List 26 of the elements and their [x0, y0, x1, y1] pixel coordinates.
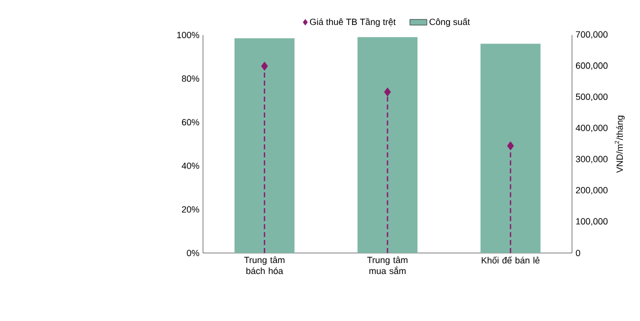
y-tick-label: 80%: [182, 75, 200, 82]
bar: [234, 38, 295, 253]
y-tick-label: 40%: [182, 162, 200, 169]
y2-tick-label: 100,000: [576, 218, 608, 226]
y-tick-label: 20%: [182, 206, 200, 213]
point: [384, 88, 391, 96]
point: [507, 142, 514, 150]
y2-tick-label: 700,000: [576, 31, 608, 39]
y2-tick-label: 0: [576, 250, 580, 256]
legend-label: Công suất: [430, 18, 470, 27]
legend-label: Giá thuê TB Tầng trệt: [310, 18, 396, 27]
y-tick-label: 60%: [182, 119, 200, 126]
x-tick-label: Khối đế bán lẻ: [482, 256, 540, 264]
bar: [480, 44, 541, 253]
y2-tick-label: 300,000: [576, 156, 608, 164]
bar: [358, 37, 418, 253]
y2-tick-label: 500,000: [576, 94, 608, 101]
y2-tick-label: 200,000: [576, 187, 608, 194]
y2-axis-title: VND/m$^{2}$/tháng: [614, 116, 625, 173]
y-tick-label: 100%: [177, 32, 200, 38]
y2-tick-label: 600,000: [576, 62, 608, 70]
point: [261, 62, 268, 70]
y-tick-label: 0%: [186, 250, 200, 256]
x-tick-label: Trung tâm mua sắm: [367, 256, 408, 274]
x-tick-label: Trung tâm bách hóa: [244, 256, 284, 274]
y2-tick-label: 400,000: [576, 124, 608, 132]
